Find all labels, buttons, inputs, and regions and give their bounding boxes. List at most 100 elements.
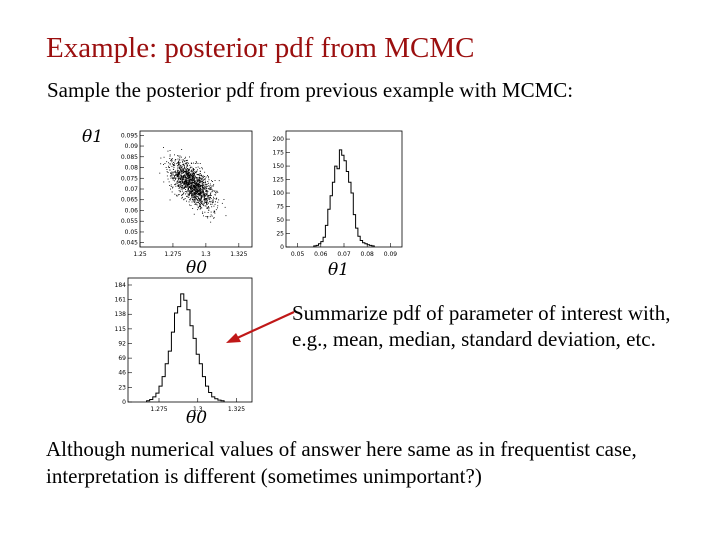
scatter-point xyxy=(183,159,184,161)
scatter-point xyxy=(179,180,181,182)
scatter-point xyxy=(175,183,177,185)
scatter-point xyxy=(167,150,169,152)
scatter-point xyxy=(171,172,173,174)
scatter-point xyxy=(204,187,206,188)
scatter-point xyxy=(192,189,194,190)
scatter-point xyxy=(189,180,191,182)
scatter-point xyxy=(200,200,202,202)
scatter-point xyxy=(184,173,186,175)
scatter-point xyxy=(206,197,208,199)
scatter-point xyxy=(185,179,187,181)
scatter-point xyxy=(203,199,205,201)
scatter-point xyxy=(178,170,179,172)
scatter-point xyxy=(199,194,200,196)
scatter-point xyxy=(194,188,196,190)
scatter-point xyxy=(184,171,185,173)
scatter-point xyxy=(183,192,185,194)
scatter-point xyxy=(179,157,181,159)
scatter-point xyxy=(206,201,208,203)
scatter-point xyxy=(207,176,209,177)
scatter-point xyxy=(180,185,181,187)
scatter-point xyxy=(195,192,196,193)
scatter-point xyxy=(194,173,196,174)
scatter-point xyxy=(173,162,174,163)
scatter-point xyxy=(185,163,187,164)
scatter-point xyxy=(202,202,204,204)
scatter-point xyxy=(195,184,197,185)
scatter-point xyxy=(204,176,205,177)
scatter-point xyxy=(183,168,184,170)
scatter-point xyxy=(208,188,210,190)
scatter-point xyxy=(202,179,204,181)
scatter-point xyxy=(188,183,190,185)
scatter-point xyxy=(175,177,177,179)
scatter-point xyxy=(171,159,172,160)
scatter-point xyxy=(192,176,193,177)
scatter-point xyxy=(173,164,175,165)
scatter-point xyxy=(186,181,188,182)
scatter-point xyxy=(183,172,184,174)
y-tick-label: 0.08 xyxy=(125,165,139,172)
scatter-point xyxy=(184,184,186,186)
scatter-point xyxy=(204,188,206,190)
scatter-point xyxy=(197,188,198,190)
scatter-point xyxy=(175,179,176,181)
scatter-point xyxy=(184,175,186,177)
scatter-point xyxy=(176,174,178,176)
scatter-point xyxy=(195,198,197,200)
y-tick-label: 115 xyxy=(115,326,127,333)
scatter-point xyxy=(187,196,189,198)
scatter-point xyxy=(202,185,204,187)
scatter-point xyxy=(181,195,183,196)
scatter-point xyxy=(205,176,207,178)
scatter-point xyxy=(197,162,199,164)
scatter-point xyxy=(177,180,178,182)
y-tick-label: 0.085 xyxy=(121,154,138,161)
scatter-point xyxy=(172,174,174,176)
scatter-point xyxy=(200,189,202,190)
scatter-point xyxy=(198,182,200,184)
scatter-point xyxy=(191,195,192,196)
scatter-point xyxy=(208,207,210,208)
scatter-point xyxy=(205,190,207,192)
scatter-point xyxy=(179,167,181,169)
scatter-point xyxy=(174,154,175,156)
scatter-point xyxy=(186,183,188,185)
scatter-point xyxy=(188,162,189,164)
scatter-point xyxy=(215,198,217,200)
scatter-point xyxy=(188,177,189,179)
scatter-point xyxy=(203,205,205,207)
scatter-point xyxy=(209,201,211,203)
scatter-point xyxy=(199,188,201,190)
scatter-point xyxy=(197,183,199,185)
scatter-point xyxy=(210,221,212,223)
scatter-point xyxy=(183,175,185,177)
scatter-point xyxy=(166,175,168,177)
scatter-point xyxy=(193,184,194,186)
scatter-point xyxy=(212,201,214,203)
scatter-point xyxy=(198,179,200,181)
scatter-point xyxy=(199,179,201,181)
scatter-point xyxy=(214,180,216,181)
scatter-point xyxy=(205,185,207,187)
scatter-point xyxy=(196,184,198,186)
scatter-point xyxy=(203,179,205,181)
scatter-point xyxy=(203,186,205,188)
scatter-point xyxy=(180,179,181,180)
scatter-point xyxy=(206,207,208,209)
scatter-point xyxy=(200,201,201,203)
scatter-point xyxy=(199,170,201,172)
scatter-point xyxy=(197,190,199,192)
scatter-point xyxy=(203,195,205,197)
scatter-point xyxy=(184,158,186,159)
scatter-point xyxy=(210,201,212,203)
scatter-point xyxy=(190,193,191,195)
scatter-point xyxy=(185,178,187,180)
scatter-point xyxy=(200,201,202,203)
scatter-point xyxy=(196,182,198,184)
scatter-point xyxy=(188,190,190,192)
scatter-point xyxy=(176,194,178,196)
scatter-point xyxy=(214,212,216,214)
scatter-point xyxy=(184,185,186,187)
scatter-point xyxy=(197,197,199,198)
